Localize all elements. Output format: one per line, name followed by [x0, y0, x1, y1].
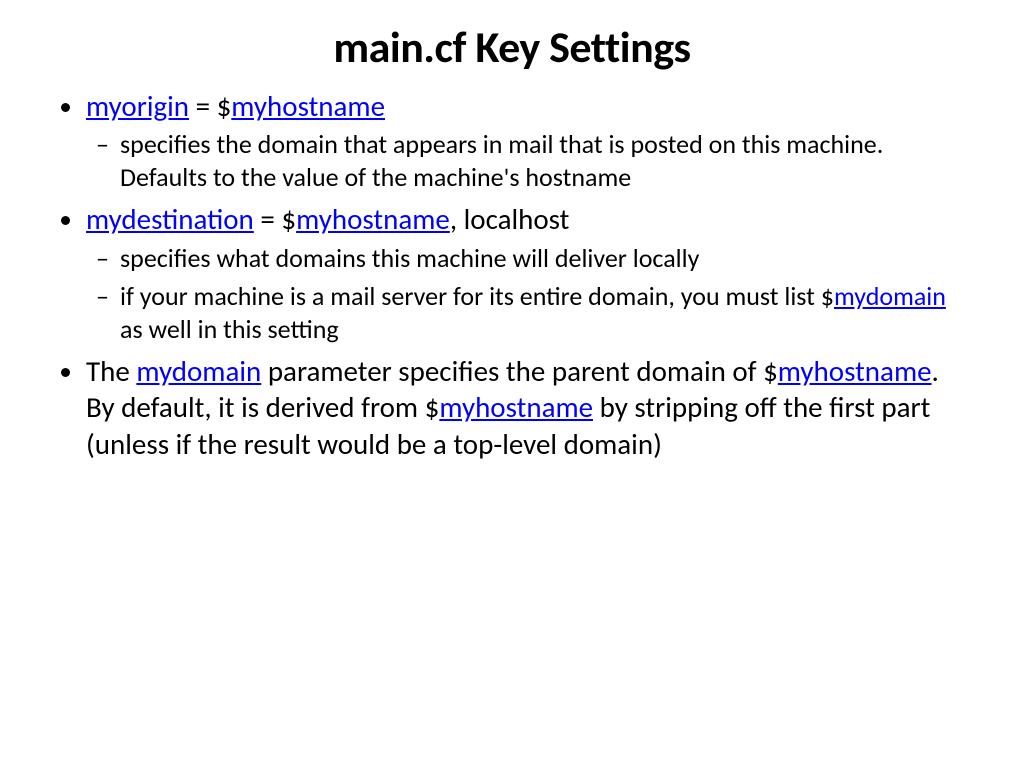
bullet-item-3: The mydomain parameter specifies the par…	[86, 353, 974, 462]
sub-item: specifies what domains this machine will…	[120, 242, 974, 275]
text-segment: as well in this setting	[120, 313, 339, 345]
text-segment: = $	[254, 201, 296, 237]
bullet-list: myorigin = $myhostname specifies the dom…	[50, 88, 974, 462]
link-mydomain[interactable]: mydomain	[136, 353, 261, 389]
link-myhostname[interactable]: myhostname	[439, 389, 593, 425]
sub-list-1: specifies the domain that appears in mai…	[86, 128, 974, 193]
sub-list-2: specifies what domains this machine will…	[86, 242, 974, 346]
text-segment: parameter specifies the parent domain of…	[261, 353, 778, 389]
text-segment: The	[86, 353, 136, 389]
link-myhostname[interactable]: myhostname	[296, 201, 450, 237]
bullet-item-1: myorigin = $myhostname specifies the dom…	[86, 88, 974, 193]
link-mydomain[interactable]: mydomain	[834, 280, 946, 312]
link-mydestination[interactable]: mydestination	[86, 201, 254, 237]
sub-item: specifies the domain that appears in mai…	[120, 128, 974, 193]
slide-title: main.cf Key Settings	[50, 20, 974, 74]
bullet-item-2: mydestination = $myhostname, localhost s…	[86, 201, 974, 345]
text-segment: = $	[189, 88, 231, 124]
link-myorigin[interactable]: myorigin	[86, 88, 189, 124]
link-myhostname[interactable]: myhostname	[231, 88, 385, 124]
text-segment: , localhost	[450, 201, 570, 237]
sub-item: if your machine is a mail server for its…	[120, 280, 974, 345]
text-segment: if your machine is a mail server for its…	[120, 280, 834, 312]
link-myhostname[interactable]: myhostname	[778, 353, 932, 389]
slide-container: main.cf Key Settings myorigin = $myhostn…	[0, 0, 1024, 768]
